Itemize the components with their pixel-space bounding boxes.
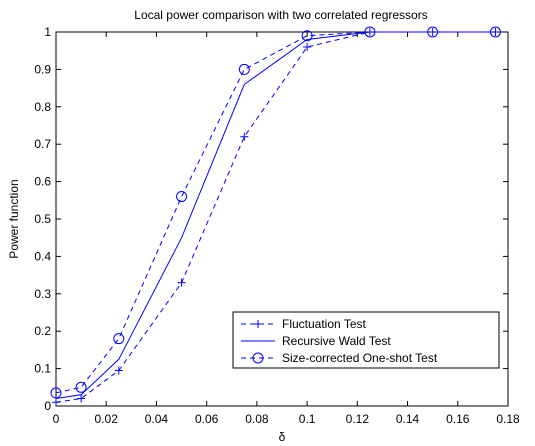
legend-entry: Size-corrected One-shot Test [241,351,438,365]
data-point [50,387,62,399]
data-point [114,366,123,375]
x-tick-label: 0.12 [346,412,370,426]
x-tick-label: 0.02 [95,412,119,426]
data-point [113,333,125,345]
x-tick-label: 0.14 [396,412,420,426]
y-axis-label: Power function [7,179,21,258]
data-point [238,63,250,75]
legend-label: Fluctuation Test [282,317,366,331]
x-axis-label: δ [279,430,286,444]
legend-entry: Recursive Wald Test [241,334,391,348]
y-tick-label: 1 [44,25,51,39]
y-tick-label: 0.6 [34,175,51,189]
data-point [427,26,439,38]
series-line [55,31,496,394]
x-tick-label: 0.16 [446,412,470,426]
series-layer [50,26,501,407]
series-size-corrected-one-shot-test [50,26,501,399]
data-point [240,132,249,141]
x-tick-label: 0.18 [496,412,520,426]
x-tick-label: 0.08 [245,412,269,426]
x-tick-label: 0.1 [299,412,316,426]
legend: Fluctuation Test Recursive Wald Test Size-… [232,311,500,369]
data-point [52,398,60,407]
y-axis: 0 0.1 0.2 0.3 0.4 0.5 0.6 0.7 0.8 0.9 1 [34,25,508,413]
legend-label: Size-corrected One-shot Test [282,351,438,365]
legend-marker [254,320,262,328]
x-axis: 0 0.02 0.04 0.06 0.08 0.1 0.12 0.14 0.16 0.18 [53,32,520,426]
data-point [301,30,313,42]
data-point [77,394,86,403]
y-tick-label: 0.8 [34,100,51,114]
data-point [75,381,87,393]
y-tick-label: 0.1 [34,362,51,376]
y-tick-label: 0.3 [34,287,51,301]
data-point [177,278,186,287]
data-point [489,26,501,38]
legend-label: Recursive Wald Test [282,334,391,348]
legend-entry: Fluctuation Test [241,317,366,331]
x-tick-label: 0 [53,412,60,426]
legend-box [232,311,500,369]
data-point [364,26,376,38]
data-point [176,191,188,203]
y-tick-label: 0.5 [34,212,51,226]
y-tick-label: 0 [44,399,51,413]
data-point [303,42,312,51]
y-tick-label: 0.2 [34,324,51,338]
y-tick-label: 0.4 [34,249,51,263]
y-tick-label: 0.9 [34,62,51,76]
y-tick-label: 0.7 [34,137,51,151]
x-tick-label: 0.06 [195,412,219,426]
x-tick-label: 0.04 [145,412,169,426]
legend-marker [252,352,264,364]
chart-title: Local power comparison with two correlat… [134,8,427,22]
